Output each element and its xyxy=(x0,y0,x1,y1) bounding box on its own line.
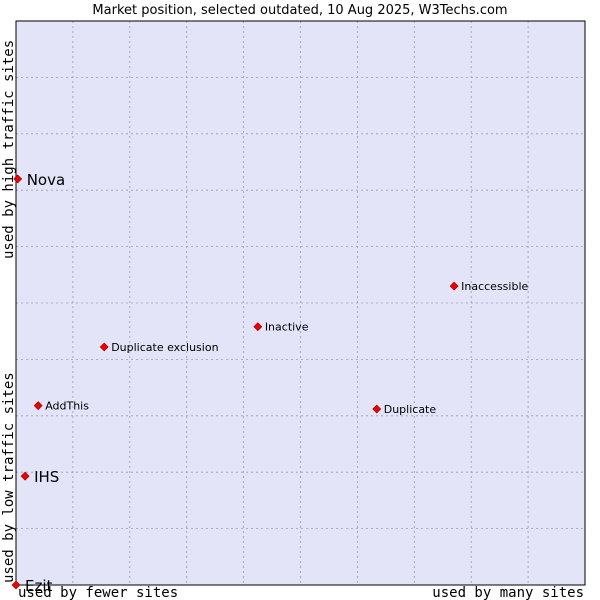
data-point: Inaccessible xyxy=(449,280,529,293)
point-marker xyxy=(99,342,109,352)
x-axis-label-left: used by fewer sites xyxy=(18,585,178,600)
y-axis-label-top: used by high traffic sites xyxy=(1,40,17,259)
point-label: Duplicate exclusion xyxy=(111,341,218,354)
point-label: Ezit xyxy=(25,577,53,595)
data-point: AddThis xyxy=(33,400,89,413)
point-marker xyxy=(372,404,382,414)
point-label: IHS xyxy=(34,468,59,486)
point-marker xyxy=(11,580,21,590)
point-marker xyxy=(253,322,263,332)
chart-title: Market position, selected outdated, 10 A… xyxy=(92,3,507,18)
grid-lines xyxy=(16,21,585,585)
y-axis-label-bottom: used by low traffic sites xyxy=(1,372,17,583)
data-points: Nova Inaccessible Inactive Duplicate exclus… xyxy=(11,171,529,595)
point-marker xyxy=(33,401,43,411)
point-marker xyxy=(13,174,23,184)
point-label: Inaccessible xyxy=(461,280,528,293)
point-label: Nova xyxy=(27,171,65,189)
data-point: Inactive xyxy=(253,321,309,334)
plot-frame xyxy=(15,20,586,586)
point-label: Inactive xyxy=(265,321,309,334)
data-point: Duplicate xyxy=(372,403,437,416)
data-point: Ezit xyxy=(11,577,53,595)
point-marker xyxy=(20,471,30,481)
point-label: AddThis xyxy=(45,400,89,413)
point-label: Duplicate xyxy=(384,403,437,416)
data-point: Duplicate exclusion xyxy=(99,341,219,354)
data-point: Nova xyxy=(13,171,65,189)
data-point: IHS xyxy=(20,468,59,486)
x-axis-label-right: used by many sites xyxy=(432,585,584,600)
point-marker xyxy=(449,281,459,291)
